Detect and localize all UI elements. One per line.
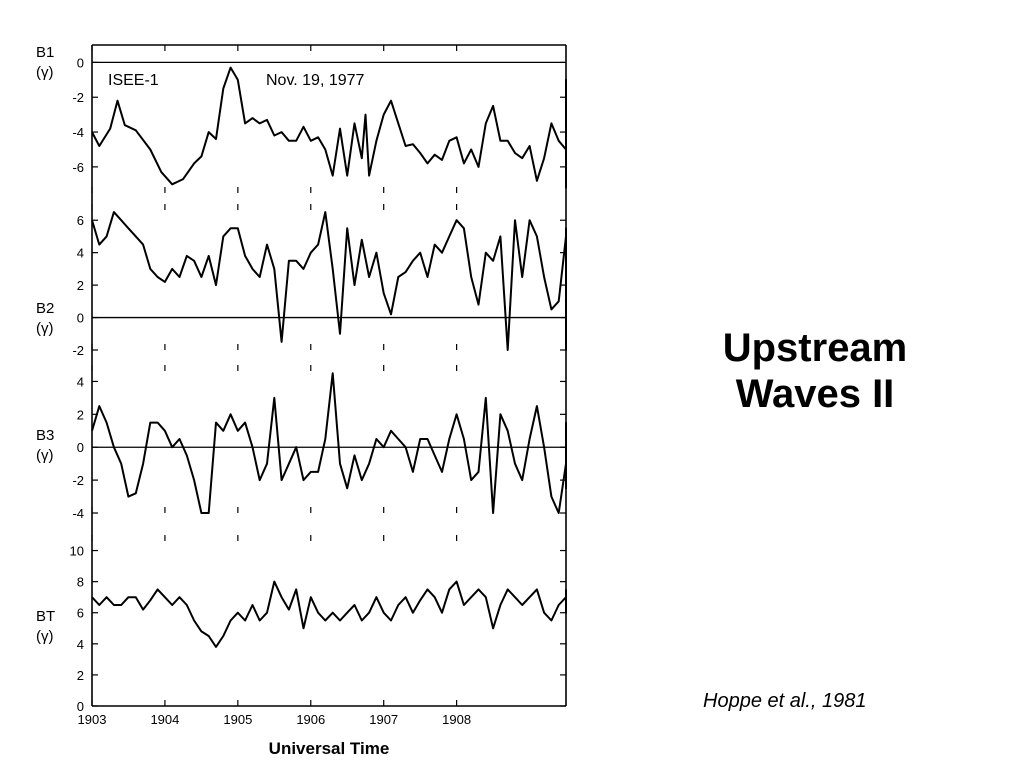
panel-unit-b3: (γ) bbox=[36, 447, 54, 464]
y-tick-label-bt: 4 bbox=[77, 637, 84, 652]
y-tick-label-b3: 2 bbox=[77, 407, 84, 422]
panel-unit-bt: (γ) bbox=[36, 628, 54, 645]
y-tick-label-bt: 2 bbox=[77, 668, 84, 683]
series-line-bt bbox=[91, 580, 567, 648]
slide-title-line2: Waves II bbox=[735, 372, 895, 416]
y-tick-label-b1: -2 bbox=[72, 90, 84, 105]
panel-label-b3: B3 bbox=[36, 427, 54, 444]
slide-title: Upstream Waves II bbox=[690, 325, 940, 417]
y-tick-label-b2: 2 bbox=[77, 278, 84, 293]
citation: Hoppe et al., 1981 bbox=[703, 690, 867, 712]
x-axis-label: Universal Time bbox=[269, 739, 390, 758]
y-tick-label-b3: -2 bbox=[72, 473, 84, 488]
y-tick-label-b2: 0 bbox=[77, 311, 84, 326]
y-tick-label-b3: 4 bbox=[77, 374, 84, 389]
x-tick-label: 1907 bbox=[369, 712, 398, 727]
x-tick-label: 1904 bbox=[150, 712, 179, 727]
y-tick-label-bt: 10 bbox=[70, 544, 84, 559]
y-tick-label-bt: 8 bbox=[77, 575, 84, 590]
magnetometer-figure: ISEE-1 Nov. 19, 1977 B1 (γ) 0 -2 -4 -6 B2 (γ) 6 4 2 0… bbox=[36, 44, 567, 758]
x-tick-label: 1903 bbox=[78, 712, 107, 727]
y-tick-label-b2: 4 bbox=[77, 246, 84, 261]
series-line-b1 bbox=[91, 66, 567, 189]
series-line-b3 bbox=[91, 372, 567, 514]
panel-label-b1: B1 bbox=[36, 44, 54, 61]
annotation-spacecraft: ISEE-1 bbox=[108, 72, 159, 89]
slide-title-line1: Upstream bbox=[722, 326, 908, 370]
panel-label-bt: BT bbox=[36, 608, 55, 625]
series-line-b2 bbox=[91, 211, 567, 351]
annotation-date: Nov. 19, 1977 bbox=[266, 72, 365, 89]
x-tick-label: 1908 bbox=[442, 712, 471, 727]
y-tick-label-bt: 0 bbox=[77, 699, 84, 714]
chart-svg: ISEE-1 Nov. 19, 1977 B1 (γ) 0 -2 -4 -6 B2 (γ) 6 4 2 0… bbox=[36, 44, 567, 758]
y-tick-label-b3: 0 bbox=[77, 440, 84, 455]
y-tick-label-b2: 6 bbox=[77, 213, 84, 228]
y-tick-label-b1: -6 bbox=[72, 160, 84, 175]
x-tick-label: 1906 bbox=[296, 712, 325, 727]
x-tick-label: 1905 bbox=[223, 712, 252, 727]
panel-label-b2: B2 bbox=[36, 300, 54, 317]
y-tick-label-bt: 6 bbox=[77, 606, 84, 621]
y-tick-label-b1: 0 bbox=[77, 55, 84, 70]
panel-unit-b2: (γ) bbox=[36, 320, 54, 337]
y-tick-label-b3: -4 bbox=[72, 506, 84, 521]
panel-unit-b1: (γ) bbox=[36, 64, 54, 81]
y-tick-label-b1: -4 bbox=[72, 125, 84, 140]
y-tick-label-b2: -2 bbox=[72, 343, 84, 358]
